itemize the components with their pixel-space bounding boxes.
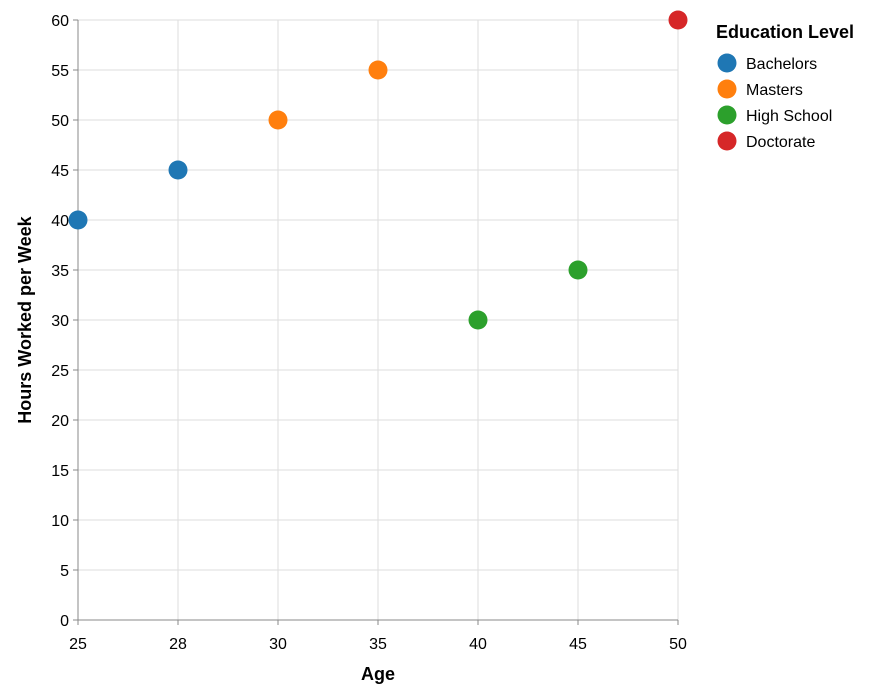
y-tick-label: 0 bbox=[60, 613, 69, 630]
y-tick-label: 40 bbox=[51, 213, 69, 230]
data-point bbox=[268, 110, 288, 130]
y-tick-label: 60 bbox=[51, 13, 69, 30]
grid bbox=[78, 19, 679, 620]
data-point bbox=[168, 160, 188, 180]
legend-label: Bachelors bbox=[746, 56, 817, 73]
x-tick-label: 40 bbox=[469, 636, 487, 653]
x-ticks: 25 28 30 35 40 45 50 bbox=[69, 620, 687, 653]
data-point bbox=[668, 10, 688, 30]
x-tick-label: 35 bbox=[369, 636, 387, 653]
y-tick-label: 50 bbox=[51, 113, 69, 130]
data-point bbox=[68, 210, 88, 230]
legend-symbol bbox=[717, 53, 737, 73]
legend-symbol bbox=[717, 105, 737, 125]
x-axis-title: Age bbox=[361, 664, 395, 684]
x-tick-label: 28 bbox=[169, 636, 187, 653]
legend-items: Bachelors Masters High School Doctorate bbox=[717, 53, 832, 151]
x-tick-label: 25 bbox=[69, 636, 87, 653]
y-tick-label: 10 bbox=[51, 513, 69, 530]
legend-label: Masters bbox=[746, 82, 803, 99]
data-point bbox=[368, 60, 388, 80]
y-axis-title: Hours Worked per Week bbox=[15, 215, 35, 423]
legend-symbol bbox=[717, 131, 737, 151]
legend: Education Level Bachelors Masters High Sch… bbox=[716, 22, 854, 151]
y-tick-label: 15 bbox=[51, 463, 69, 480]
x-tick-label: 50 bbox=[669, 636, 687, 653]
y-tick-label: 35 bbox=[51, 263, 69, 280]
data-point bbox=[468, 310, 488, 330]
legend-label: Doctorate bbox=[746, 134, 815, 151]
legend-title: Education Level bbox=[716, 22, 854, 42]
y-tick-label: 55 bbox=[51, 63, 69, 80]
y-tick-label: 25 bbox=[51, 363, 69, 380]
data-point bbox=[568, 260, 588, 280]
x-tick-label: 45 bbox=[569, 636, 587, 653]
y-ticks: 0 5 10 15 20 25 30 35 40 45 50 55 60 bbox=[51, 13, 78, 630]
y-tick-label: 45 bbox=[51, 163, 69, 180]
legend-symbol bbox=[717, 79, 737, 99]
data-points bbox=[68, 10, 688, 330]
x-tick-label: 30 bbox=[269, 636, 287, 653]
y-tick-label: 30 bbox=[51, 313, 69, 330]
y-tick-label: 20 bbox=[51, 413, 69, 430]
legend-label: High School bbox=[746, 108, 832, 125]
y-tick-label: 5 bbox=[60, 563, 69, 580]
